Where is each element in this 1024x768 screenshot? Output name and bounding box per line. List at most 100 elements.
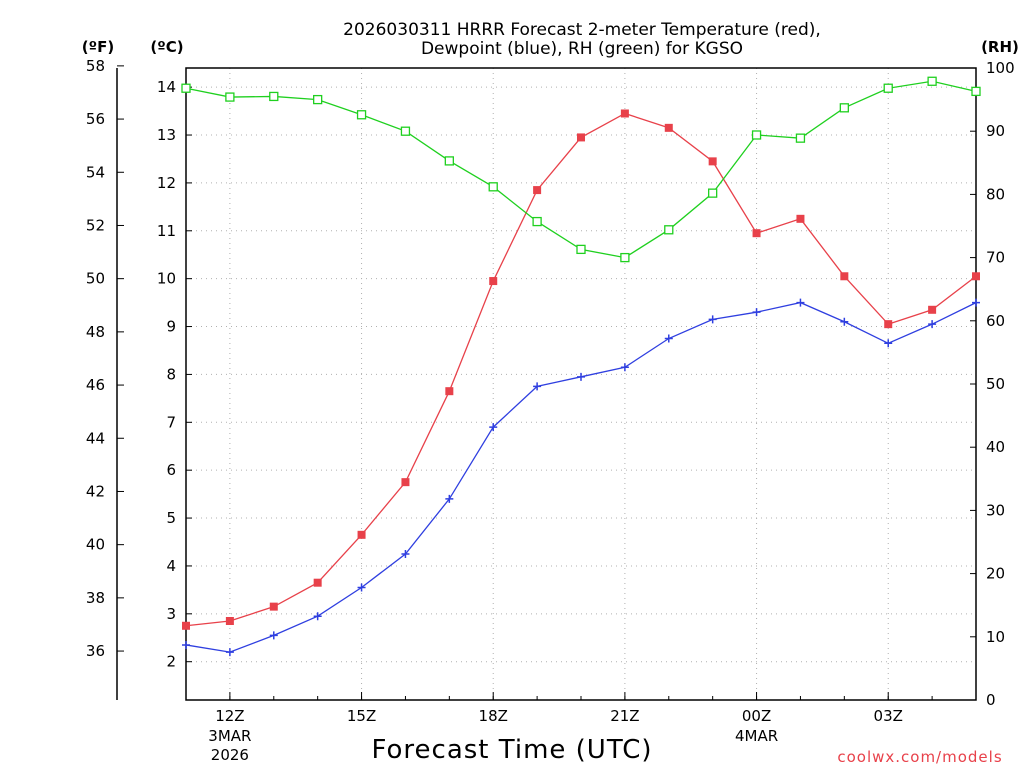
- dewpoint-point: [840, 317, 849, 326]
- x-axis-title: Forecast Time (UTC): [371, 735, 652, 765]
- dewpoint-point: [401, 549, 410, 558]
- time-tick-label: 00Z: [742, 707, 771, 725]
- rh-point: [356, 110, 367, 120]
- temperature-point: [620, 109, 629, 118]
- celsius-tick-label: 5: [166, 509, 176, 527]
- fahrenheit-tick-label: 38: [86, 589, 105, 607]
- temperature-point: [928, 305, 937, 314]
- rh-tick-label: 0: [986, 691, 996, 709]
- dewpoint-point: [708, 315, 717, 324]
- temperature-point: [533, 186, 542, 195]
- temperature-point: [577, 133, 585, 142]
- rh-point: [708, 188, 718, 198]
- rh-unit-label: (RH): [981, 38, 1019, 56]
- credit-text: coolwx.com/models: [837, 748, 1002, 766]
- rh-point: [400, 126, 411, 136]
- rh-point: [883, 83, 893, 93]
- rh-point: [664, 225, 674, 235]
- rh-point: [181, 83, 191, 93]
- series: [181, 76, 981, 657]
- chart-title-line1: 2026030311 HRRR Forecast 2-meter Tempera…: [343, 20, 821, 40]
- celsius-tick-label: 4: [166, 557, 176, 575]
- rh-tick-label: 30: [986, 501, 1005, 519]
- rh-tick-label: 70: [986, 249, 1005, 267]
- temperature-point: [225, 617, 234, 625]
- fahrenheit-tick-label: 46: [86, 376, 105, 394]
- temperature-point: [884, 320, 893, 329]
- celsius-tick-label: 12: [157, 174, 176, 192]
- rh-point: [620, 252, 630, 263]
- dewpoint-point: [577, 372, 585, 381]
- temperature-point: [664, 123, 673, 132]
- temperature-point: [796, 214, 805, 223]
- temperature-point: [708, 157, 717, 166]
- dewpoint-point: [533, 382, 542, 391]
- celsius-tick-label: 8: [166, 365, 176, 383]
- fahrenheit-tick-label: 50: [86, 270, 105, 288]
- temperature-point: [972, 272, 980, 281]
- rh-tick-label: 60: [986, 312, 1005, 330]
- rh-tick-label: 20: [986, 565, 1005, 583]
- time-tick-label: 15Z: [347, 707, 376, 725]
- temperature-point: [313, 578, 322, 587]
- dewpoint-point: [884, 339, 893, 348]
- fahrenheit-tick-label: 54: [86, 163, 105, 181]
- dewpoint-point: [796, 298, 805, 307]
- rh-tick-label: 50: [986, 375, 1005, 393]
- rh-point: [795, 133, 806, 143]
- dewpoint-point: [620, 363, 629, 372]
- celsius-tick-label: 3: [166, 605, 176, 623]
- rh-point: [225, 92, 235, 102]
- fahrenheit-tick-label: 40: [86, 536, 105, 554]
- fahrenheit-tick-label: 36: [86, 642, 105, 660]
- date-label: 4MAR: [735, 727, 778, 745]
- dewpoint-point: [489, 423, 498, 432]
- fahrenheit-unit-label: (ºF): [82, 38, 114, 56]
- temperature-point: [489, 277, 498, 286]
- fahrenheit-tick-label: 48: [86, 323, 105, 341]
- celsius-tick-label: 14: [157, 78, 176, 96]
- rh-point: [927, 76, 937, 86]
- fahrenheit-tick-label: 44: [86, 429, 105, 447]
- dewpoint-point: [182, 640, 190, 649]
- dewpoint-point: [357, 583, 366, 592]
- rh-tick-label: 80: [986, 185, 1005, 203]
- fahrenheit-tick-label: 56: [86, 110, 105, 128]
- rh-point: [576, 244, 586, 255]
- rh-tick-label: 100: [986, 59, 1015, 77]
- fahrenheit-tick-label: 52: [86, 216, 105, 234]
- fahrenheit-tick-label: 42: [86, 482, 105, 500]
- temperature-point: [445, 387, 454, 396]
- celsius-tick-label: 11: [157, 222, 176, 240]
- celsius-tick-label: 13: [157, 126, 176, 144]
- temperature-point: [182, 621, 190, 630]
- chart-title-line2: Dewpoint (blue), RH (green) for KGSO: [421, 39, 743, 59]
- rh-point: [488, 182, 498, 192]
- time-tick-label: 12Z: [215, 707, 244, 725]
- time-tick-label: 21Z: [610, 707, 639, 725]
- date-label: 2026: [211, 746, 249, 764]
- dewpoint-point: [269, 631, 278, 640]
- temperature-point: [401, 478, 410, 487]
- rh-tick-label: 40: [986, 438, 1005, 456]
- axis-ticks: 2345678910111213143638404244464850525456…: [86, 57, 1015, 764]
- temperature-line: [185, 112, 977, 627]
- dewpoint-point: [664, 334, 673, 343]
- dewpoint-point: [752, 308, 761, 317]
- rh-point: [532, 216, 542, 227]
- rh-point: [751, 130, 762, 140]
- plot-frame: [185, 67, 977, 701]
- celsius-tick-label: 10: [157, 270, 176, 288]
- dewpoint-point: [445, 494, 454, 503]
- dewpoint-point: [313, 612, 322, 621]
- rh-point: [444, 156, 454, 166]
- temperature-point: [752, 229, 761, 238]
- rh-point: [269, 91, 279, 102]
- grid-lines: [186, 68, 976, 700]
- time-tick-label: 18Z: [479, 707, 508, 725]
- rh-tick-label: 90: [986, 122, 1005, 140]
- date-label: 3MAR: [208, 727, 251, 745]
- celsius-unit-label: (ºC): [150, 38, 183, 56]
- celsius-tick-label: 7: [166, 413, 176, 431]
